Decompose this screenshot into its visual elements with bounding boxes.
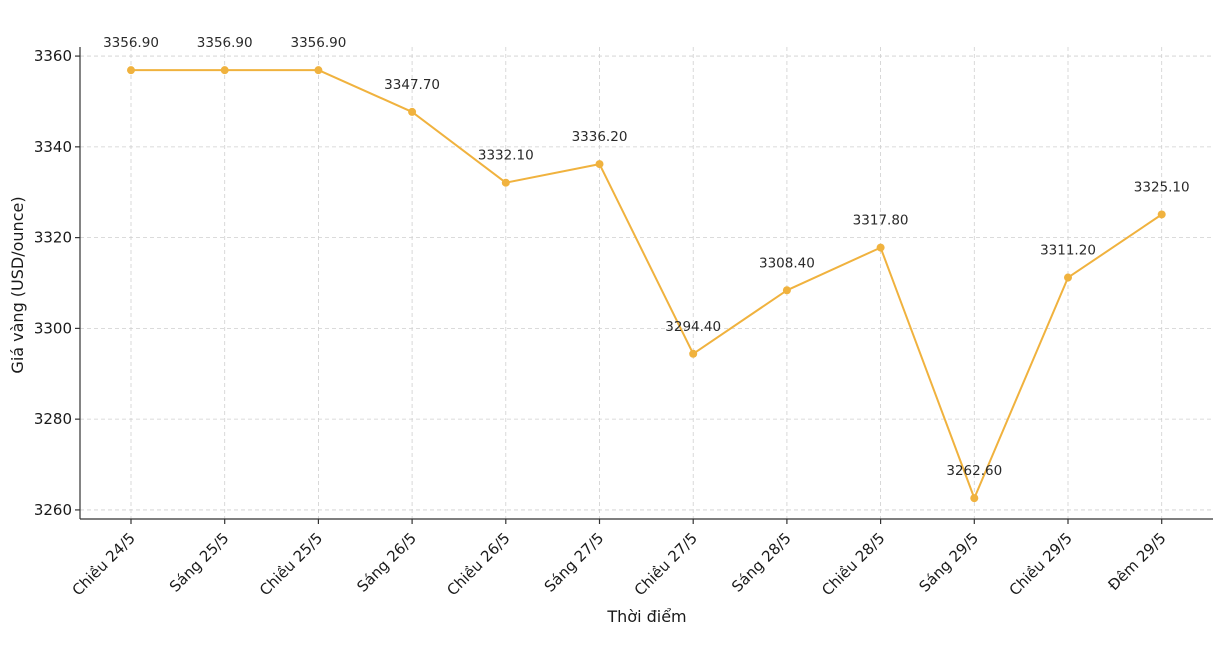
- data-point: [595, 160, 604, 169]
- data-point: [1064, 273, 1072, 282]
- data-label: 3356.90: [290, 35, 346, 51]
- data-point: [501, 178, 510, 187]
- x-tick-label: Chiều 27/5: [631, 529, 701, 599]
- axes: [79, 47, 1213, 520]
- x-tick-label: Chiều 28/5: [818, 529, 888, 599]
- data-label: 3356.90: [197, 35, 253, 51]
- data-point: [408, 107, 417, 116]
- x-tick-label: Sáng 27/5: [541, 529, 608, 596]
- x-tick-label: Chiều 26/5: [443, 529, 513, 599]
- x-tick-label: Sáng 26/5: [353, 529, 420, 596]
- x-tick-label: Đêm 29/5: [1105, 529, 1170, 594]
- data-label: 3294.40: [665, 319, 721, 335]
- x-axis-title: Thời điểm: [606, 607, 686, 626]
- data-label: 3317.80: [853, 213, 909, 229]
- data-label: 3311.20: [1040, 243, 1096, 259]
- data-label: 3332.10: [478, 148, 534, 164]
- data-point: [314, 66, 323, 75]
- x-tick-label: Sáng 25/5: [166, 529, 233, 596]
- x-tick-label: Sáng 28/5: [728, 529, 795, 596]
- data-point: [970, 494, 979, 503]
- x-tick-label: Sáng 29/5: [916, 529, 983, 596]
- y-axis-title: Giá vàng (USD/ounce): [8, 196, 27, 373]
- data-point: [689, 349, 698, 358]
- y-tick-label: 3280: [34, 410, 72, 428]
- x-axis-ticks: Chiều 24/5 Sáng 25/5 Chiều 25/5 Sáng 26/5 Ch…: [69, 519, 1170, 599]
- data-labels: 3356.90 3356.90 3356.90 3347.70 3332.10 3336.…: [103, 35, 1190, 479]
- y-axis-ticks: 3260 3280 3300 3320 3340 3360: [34, 47, 80, 519]
- data-point: [127, 66, 135, 75]
- data-label: 3325.10: [1134, 179, 1190, 195]
- y-tick-label: 3340: [34, 138, 72, 156]
- y-tick-label: 3320: [34, 229, 72, 247]
- y-tick-label: 3360: [34, 47, 72, 65]
- x-tick-label: Chiều 29/5: [1006, 529, 1076, 599]
- data-point: [1157, 210, 1166, 219]
- series-line: [131, 69, 1163, 500]
- series-line-layer: [131, 69, 1163, 500]
- y-tick-label: 3260: [34, 501, 72, 519]
- data-label: 3308.40: [759, 255, 815, 271]
- data-label: 3262.60: [946, 463, 1002, 479]
- grid-lines: [80, 47, 1213, 519]
- data-label: 3347.70: [384, 77, 440, 93]
- data-point: [782, 286, 791, 295]
- x-tick-label: Chiều 25/5: [256, 529, 326, 599]
- y-tick-label: 3300: [34, 319, 72, 337]
- data-point: [876, 243, 885, 252]
- x-tick-label: Chiều 24/5: [69, 529, 139, 599]
- data-label: 3336.20: [572, 129, 628, 145]
- data-points: [127, 66, 1166, 503]
- data-label: 3356.90: [103, 35, 159, 51]
- data-point: [220, 66, 229, 75]
